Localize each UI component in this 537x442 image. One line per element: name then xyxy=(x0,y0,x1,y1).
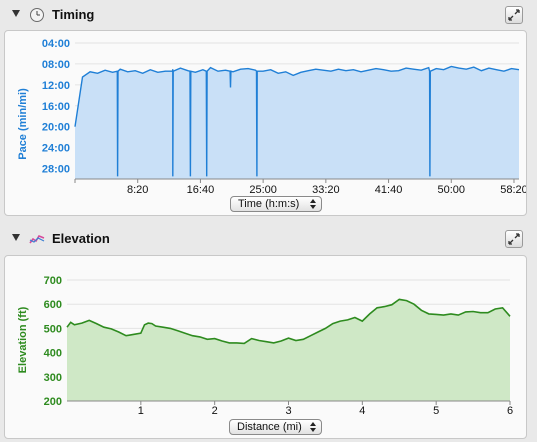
timing-x-axis-selector[interactable]: Time (h:m:s) xyxy=(230,196,322,212)
timing-x-tick-label: 50:00 xyxy=(438,184,466,196)
timing-x-tick-label: 41:40 xyxy=(375,184,403,196)
timing-x-tick-label: 33:20 xyxy=(312,184,340,196)
elevation-y-tick-label: 200 xyxy=(44,396,62,408)
timing-x-tick-label: 8:20 xyxy=(127,184,148,196)
timing-x-tick-label: 16:40 xyxy=(187,184,215,196)
elevation-x-tick-label: 2 xyxy=(212,405,218,417)
elevation-graph-icon xyxy=(29,235,45,244)
elevation-chart-container: Elevation (ft) 700 600 500 400 300 200 1 2 3 4 5 6 … xyxy=(4,255,527,439)
elevation-x-tick-label: 6 xyxy=(507,405,513,417)
timing-y-tick-label: 24:00 xyxy=(42,143,70,155)
elevation-x-tick-label: 4 xyxy=(359,405,365,417)
updown-arrows-icon xyxy=(310,422,316,432)
timing-pace-line xyxy=(74,65,520,177)
elevation-y-tick-label: 300 xyxy=(44,372,62,384)
elevation-y-tick-label: 500 xyxy=(44,323,62,335)
elevation-panel-header: Elevation xyxy=(0,224,537,254)
timing-expand-button[interactable] xyxy=(505,6,523,24)
timing-x-tick-label: 25:00 xyxy=(249,184,277,196)
elevation-y-tick-label: 400 xyxy=(44,348,62,360)
timing-y-tick-label: 20:00 xyxy=(42,122,70,134)
elevation-x-axis-selector[interactable]: Distance (mi) xyxy=(229,419,322,435)
timing-y-tick-label: 08:00 xyxy=(42,59,70,71)
timing-x-axis-selector-label: Time (h:m:s) xyxy=(238,198,300,210)
elevation-expand-button[interactable] xyxy=(505,230,523,248)
timing-y-tick-label: 16:00 xyxy=(42,101,70,113)
timing-x-tick-label: 58:20 xyxy=(500,184,526,196)
elevation-y-tick-label: 600 xyxy=(44,299,62,311)
elevation-collapse-triangle-icon[interactable] xyxy=(12,234,20,241)
elevation-x-tick-label: 1 xyxy=(138,405,144,417)
updown-arrows-icon xyxy=(310,199,316,209)
elevation-x-tick-label: 5 xyxy=(433,405,439,417)
elevation-y-tick-label: 700 xyxy=(44,275,62,287)
elevation-x-tick-label: 3 xyxy=(285,405,291,417)
timing-area-fill xyxy=(75,66,519,179)
elevation-chart: Elevation (ft) 700 600 500 400 300 200 1 2 3 4 5 6 xyxy=(17,275,513,417)
expand-arrows-icon xyxy=(508,233,520,245)
timing-y-tick-label: 28:00 xyxy=(42,164,70,176)
timing-y-tick-label: 04:00 xyxy=(42,38,70,50)
clock-icon xyxy=(30,8,44,22)
timing-chart-container: Pace (min/mi) 04:00 08:00 12:00 16:00 20:00 2… xyxy=(4,30,527,216)
elevation-area-fill xyxy=(67,299,510,401)
timing-collapse-triangle-icon[interactable] xyxy=(12,10,20,17)
expand-arrows-icon xyxy=(508,9,520,21)
timing-y-axis-label: Pace (min/mi) xyxy=(17,88,29,160)
timing-title: Timing xyxy=(52,7,95,22)
timing-chart: Pace (min/mi) 04:00 08:00 12:00 16:00 20:00 2… xyxy=(17,38,526,196)
elevation-title: Elevation xyxy=(52,231,110,246)
elevation-x-axis-selector-label: Distance (mi) xyxy=(237,421,302,433)
elevation-y-axis-label: Elevation (ft) xyxy=(17,306,29,373)
timing-y-tick-label: 12:00 xyxy=(42,80,70,92)
elevation-line xyxy=(66,298,511,345)
timing-panel-header: Timing xyxy=(0,0,537,30)
